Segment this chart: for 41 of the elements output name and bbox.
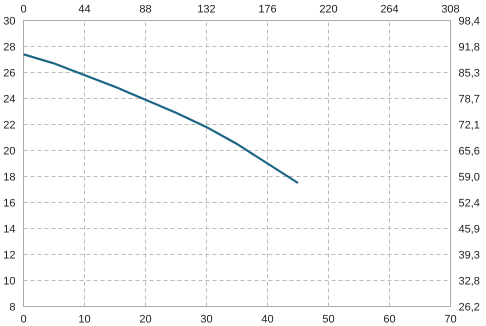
y-tick-label: 14: [3, 224, 16, 236]
y-tick-label: 30: [3, 16, 16, 28]
x-tick-label: 20: [139, 314, 152, 326]
x2-tick-label: 88: [139, 4, 152, 16]
y-tick-label: 26: [3, 68, 16, 80]
x2-tick-label: 264: [380, 4, 399, 16]
y2-tick-label: 26,2: [458, 302, 480, 314]
y-tick-label: 28: [3, 42, 16, 54]
x2-tick-label: 308: [441, 4, 460, 16]
y2-tick-label: 85,3: [458, 67, 480, 80]
x2-tick-label: 220: [319, 4, 338, 16]
x-tick-label: 60: [383, 314, 396, 326]
y-tick-label: 18: [3, 172, 16, 184]
y2-tick-label: 72,1: [458, 120, 480, 132]
y2-tick-label: 98,4: [458, 16, 480, 28]
line-series: [24, 53, 300, 184]
y-tick-label: 24: [3, 94, 16, 106]
y2-tick-label: 65,6: [458, 145, 480, 158]
x2-tick-label: 44: [78, 4, 91, 16]
y-tick-label: 22: [3, 120, 16, 132]
x-tick-label: 40: [261, 314, 274, 326]
y2-tick-label: 45,9: [458, 223, 480, 236]
x-tick-label: 50: [322, 314, 335, 326]
x-tick-label: 10: [78, 314, 91, 326]
y2-tick-label: 78,7: [458, 94, 480, 106]
y2-tick-label: 91,8: [458, 42, 480, 54]
x2-tick-label: 176: [258, 4, 277, 16]
y2-tick-label: 59,0: [458, 172, 480, 184]
x2-tick-label: 0: [20, 4, 27, 16]
y-tick-label: 16: [3, 198, 16, 210]
y-tick-label: 20: [3, 146, 16, 158]
y-tick-label: 12: [3, 250, 16, 262]
y2-tick-label: 32,8: [458, 275, 480, 288]
x-tick-label: 70: [444, 314, 457, 326]
y2-tick-label: 52,4: [458, 198, 480, 210]
x2-tick-label: 132: [197, 4, 216, 16]
y-tick-label: 10: [3, 276, 16, 288]
x-tick-label: 30: [200, 314, 213, 326]
y2-tick-label: 39,3: [458, 250, 480, 262]
y-tick-label: 8: [9, 302, 16, 314]
x-tick-label: 0: [20, 314, 27, 326]
